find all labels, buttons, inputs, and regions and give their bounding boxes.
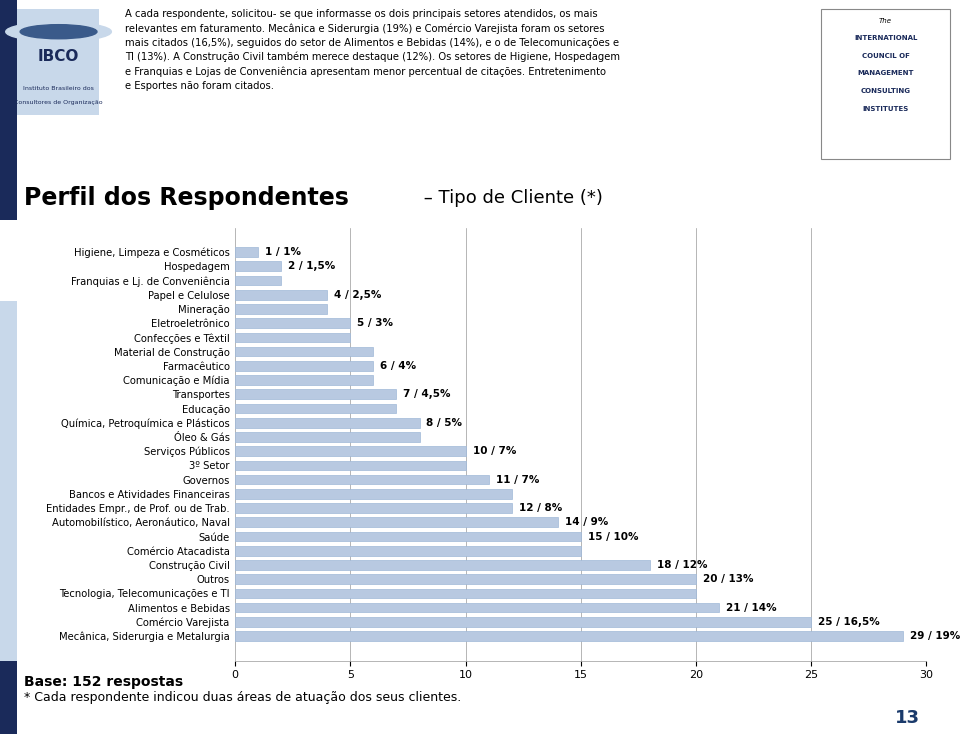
Text: INSTITUTES: INSTITUTES	[862, 106, 909, 112]
Bar	[235, 290, 327, 299]
Text: MANAGEMENT: MANAGEMENT	[857, 70, 914, 76]
Text: 14 / 9%: 14 / 9%	[564, 517, 608, 527]
Bar	[235, 276, 281, 286]
Text: 1 / 1%: 1 / 1%	[265, 247, 301, 257]
Bar	[235, 631, 903, 641]
Bar	[235, 617, 811, 627]
Text: 6 / 4%: 6 / 4%	[380, 361, 417, 371]
Circle shape	[6, 22, 111, 41]
Bar	[235, 261, 281, 271]
Text: 29 / 19%: 29 / 19%	[910, 631, 960, 641]
Text: 12 / 8%: 12 / 8%	[518, 503, 562, 513]
Bar	[235, 333, 350, 342]
Circle shape	[20, 25, 97, 39]
Text: 8 / 5%: 8 / 5%	[426, 418, 463, 428]
Bar	[235, 504, 512, 513]
Bar	[235, 390, 396, 399]
Bar	[235, 574, 696, 584]
Bar	[235, 531, 581, 542]
Bar	[235, 560, 650, 570]
Text: 25 / 16,5%: 25 / 16,5%	[818, 617, 880, 627]
Text: 18 / 12%: 18 / 12%	[657, 560, 708, 570]
Bar	[235, 247, 258, 257]
Text: 2 / 1,5%: 2 / 1,5%	[288, 261, 335, 272]
Text: 7 / 4,5%: 7 / 4,5%	[403, 389, 451, 399]
Text: * Cada respondente indicou duas áreas de atuação dos seus clientes.: * Cada respondente indicou duas áreas de…	[24, 691, 461, 704]
Bar	[235, 489, 512, 498]
Bar	[235, 304, 327, 314]
Text: Consultores de Organização: Consultores de Organização	[14, 100, 103, 105]
Bar	[235, 446, 466, 456]
FancyBboxPatch shape	[17, 9, 99, 115]
Text: COUNCIL OF: COUNCIL OF	[862, 53, 909, 59]
Text: Instituto Brasileiro dos: Instituto Brasileiro dos	[23, 86, 94, 90]
Text: 13: 13	[895, 709, 920, 727]
Text: The: The	[879, 18, 892, 23]
Text: Perfil dos Respondentes: Perfil dos Respondentes	[24, 186, 348, 210]
Text: 11 / 7%: 11 / 7%	[495, 475, 539, 484]
FancyBboxPatch shape	[0, 176, 17, 220]
Text: 20 / 13%: 20 / 13%	[703, 574, 754, 584]
Text: – Tipo de Cliente (*): – Tipo de Cliente (*)	[418, 189, 603, 207]
Text: INTERNATIONAL: INTERNATIONAL	[853, 35, 918, 41]
Bar	[235, 404, 396, 413]
Text: A cada respondente, solicitou- se que informasse os dois principais setores aten: A cada respondente, solicitou- se que in…	[125, 9, 620, 91]
Text: 10 / 7%: 10 / 7%	[472, 446, 516, 457]
Bar	[235, 589, 696, 598]
Text: 4 / 2,5%: 4 / 2,5%	[334, 290, 382, 299]
Bar	[235, 418, 420, 428]
Bar	[235, 460, 466, 470]
Bar	[235, 603, 719, 612]
FancyBboxPatch shape	[0, 0, 17, 176]
Text: 15 / 10%: 15 / 10%	[588, 531, 638, 542]
Bar	[235, 319, 350, 328]
Bar	[235, 375, 373, 385]
Text: IBCO: IBCO	[37, 49, 80, 64]
Bar	[235, 432, 420, 442]
Bar	[235, 361, 373, 371]
Bar	[235, 517, 558, 527]
Text: 21 / 14%: 21 / 14%	[726, 603, 777, 613]
Text: Base: 152 respostas: Base: 152 respostas	[24, 675, 183, 689]
Text: 5 / 3%: 5 / 3%	[357, 318, 394, 328]
FancyBboxPatch shape	[821, 9, 950, 159]
Bar	[235, 475, 489, 484]
Bar	[235, 546, 581, 556]
Text: CONSULTING: CONSULTING	[860, 88, 911, 94]
Bar	[235, 346, 373, 357]
